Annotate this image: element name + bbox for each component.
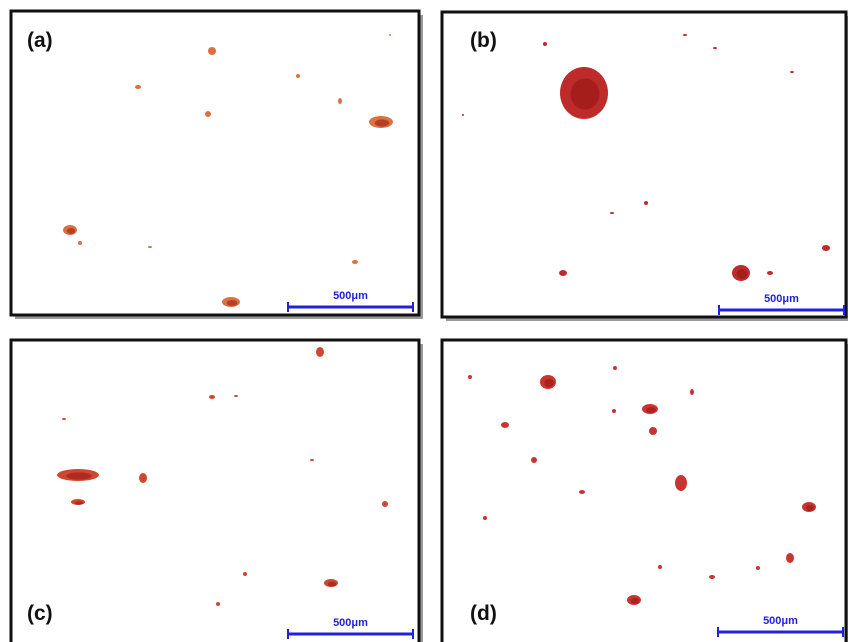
- panel: (d) 500μm: [442, 340, 848, 642]
- particle-core: [631, 598, 639, 604]
- particle: [243, 572, 247, 576]
- figure: (a) 500μm (b) 500μm (c) 500μm (d) 500μm: [0, 0, 848, 642]
- particle: [462, 114, 464, 116]
- particle: [756, 566, 760, 570]
- particle: [216, 602, 220, 606]
- particle: [612, 409, 616, 413]
- panel: (a) 500μm: [11, 11, 423, 319]
- particle: [531, 457, 537, 463]
- particle: [658, 565, 662, 569]
- particle: [310, 459, 314, 461]
- particle-core: [737, 269, 748, 279]
- panel-label: (a): [27, 29, 53, 52]
- scale-bar-label: 500μm: [333, 290, 368, 302]
- particle: [209, 395, 215, 399]
- particle-core: [544, 379, 554, 387]
- particle: [822, 245, 830, 251]
- particle: [234, 395, 238, 397]
- particle: [786, 553, 794, 563]
- particle: [613, 366, 617, 370]
- particle: [382, 501, 388, 507]
- particle: [690, 389, 694, 395]
- panel-frame: [11, 340, 419, 642]
- panel-frame: [442, 12, 846, 317]
- particle: [559, 270, 567, 276]
- particle-core: [66, 472, 91, 479]
- panel: (b) 500μm: [442, 12, 848, 321]
- page: (a)500μm(b)500μm(c)500μm(d)500μm (() => …: [0, 0, 848, 642]
- particle: [148, 246, 152, 248]
- panel-label: (d): [470, 602, 497, 625]
- scale-bar-label: 500μm: [333, 617, 368, 629]
- particle: [709, 575, 715, 579]
- particle: [205, 111, 211, 117]
- panel-frame: [442, 340, 846, 642]
- particle: [675, 475, 687, 491]
- particle: [713, 47, 717, 49]
- particle: [579, 490, 585, 494]
- particle: [338, 98, 342, 104]
- particle: [543, 42, 547, 46]
- panel-frame: [11, 11, 419, 315]
- panel-label: (c): [27, 602, 53, 625]
- particle: [767, 271, 773, 275]
- particle: [62, 418, 66, 420]
- particle: [501, 422, 509, 428]
- particle-core: [806, 505, 814, 511]
- particle: [790, 71, 794, 73]
- particle-core: [646, 407, 656, 413]
- particle-core: [571, 78, 600, 109]
- particle: [468, 375, 472, 379]
- particle-core: [67, 228, 75, 234]
- particle-core: [328, 582, 336, 587]
- particle-core: [375, 119, 389, 126]
- particle: [649, 427, 657, 435]
- particle-core: [227, 300, 238, 306]
- scale-bar-label: 500μm: [764, 293, 799, 305]
- particle: [644, 201, 648, 205]
- particle: [135, 85, 141, 89]
- particle: [483, 516, 487, 520]
- scale-bar-label: 500μm: [763, 615, 798, 627]
- particle-core: [75, 501, 83, 505]
- particle: [352, 260, 358, 264]
- particle: [78, 241, 82, 245]
- particle: [610, 212, 614, 214]
- particle: [208, 47, 216, 55]
- particle: [139, 473, 147, 483]
- panel-label: (b): [470, 29, 497, 52]
- particle: [683, 34, 687, 36]
- particle: [296, 74, 300, 78]
- panel: (c) 500μm: [11, 340, 423, 642]
- particle: [389, 34, 391, 36]
- particle: [316, 347, 324, 357]
